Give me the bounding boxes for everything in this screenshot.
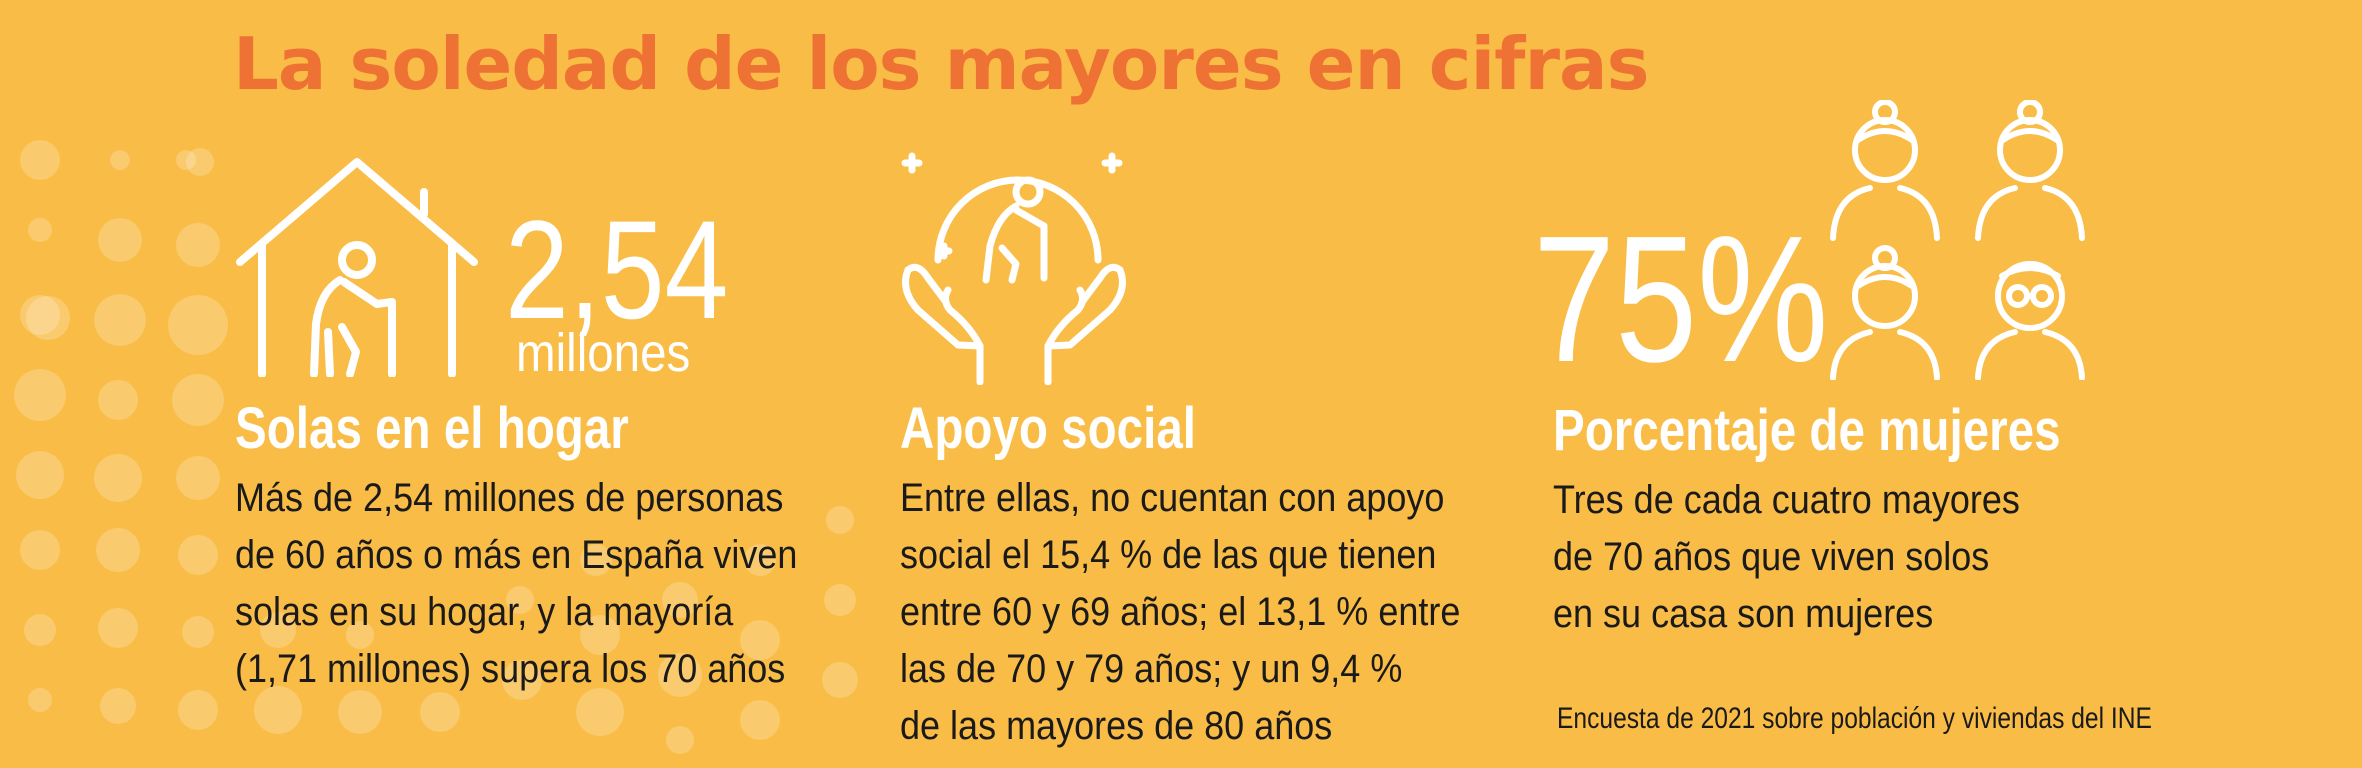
body-line: Más de 2,54 millones de personas: [235, 476, 784, 520]
section-body: Más de 2,54 millones de personas de 60 a…: [235, 470, 797, 698]
source-note: Encuesta de 2021 sobre población y vivie…: [1557, 702, 2152, 735]
figure-unit: millones: [516, 323, 691, 383]
body-line: en su casa son mujeres: [1553, 592, 1934, 636]
page-title: La soledad de los mayores en cifras: [233, 22, 1649, 106]
section-body: Entre ellas, no cuentan con apoyo social…: [900, 470, 1460, 755]
body-line: Entre ellas, no cuentan con apoyo: [900, 476, 1445, 520]
figure-75-percent: 75%: [1533, 199, 1829, 400]
body-line: las de 70 y 79 años; y un 9,4 %: [900, 647, 1403, 691]
body-line: solas en su hogar, y la mayoría: [235, 590, 734, 634]
figure-2-54: 2,54: [505, 191, 729, 348]
decorative-dot-pattern: [14, 140, 858, 754]
body-line: social el 15,4 % de las que tienen: [900, 533, 1437, 577]
body-line: de las mayores de 80 años: [900, 704, 1333, 748]
body-line: de 60 años o más en España viven: [235, 533, 798, 577]
section-body: Tres de cada cuatro mayores de 70 años q…: [1553, 472, 2020, 643]
body-line: (1,71 millones) supera los 70 años: [235, 647, 786, 691]
section-heading: Apoyo social: [900, 396, 1197, 461]
section-heading: Porcentaje de mujeres: [1553, 398, 2061, 463]
section-heading: Solas en el hogar: [235, 396, 629, 461]
hands-supporting-elderly-icon: [901, 152, 1126, 385]
body-line: de 70 años que viven solos: [1553, 535, 1990, 579]
four-elderly-people-icon: [1830, 100, 2085, 380]
body-line: entre 60 y 69 años; el 13,1 % entre: [900, 590, 1461, 634]
house-elderly-person-icon: [236, 158, 478, 377]
body-line: Tres de cada cuatro mayores: [1553, 478, 2020, 522]
